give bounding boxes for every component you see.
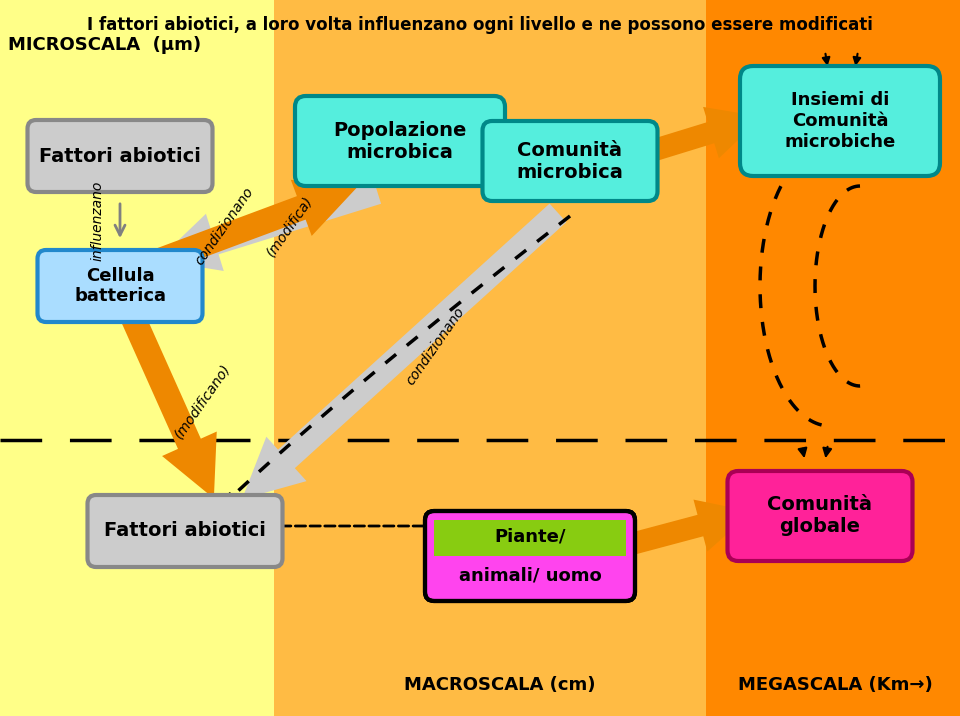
- Bar: [706, 0, 960, 716]
- Bar: [0, 0, 274, 716]
- Text: Comunità
microbica: Comunità microbica: [516, 140, 623, 181]
- FancyBboxPatch shape: [740, 66, 940, 176]
- Text: Popolazione
microbica: Popolazione microbica: [333, 120, 467, 162]
- Text: Fattori abiotici: Fattori abiotici: [104, 521, 266, 541]
- Text: Comunità
globale: Comunità globale: [767, 495, 873, 536]
- Text: (modificano): (modificano): [172, 361, 233, 441]
- FancyBboxPatch shape: [728, 471, 913, 561]
- FancyBboxPatch shape: [37, 250, 203, 322]
- Text: Fattori abiotici: Fattori abiotici: [39, 147, 201, 165]
- Text: (modifica): (modifica): [264, 193, 316, 258]
- Text: influenzano: influenzano: [91, 181, 105, 261]
- FancyBboxPatch shape: [87, 495, 282, 567]
- Text: I fattori abiotici, a loro volta influenzano ogni livello e ne possono essere mo: I fattori abiotici, a loro volta influen…: [87, 16, 873, 34]
- FancyBboxPatch shape: [295, 96, 505, 186]
- Bar: [434, 520, 626, 556]
- Text: animali/ uomo: animali/ uomo: [459, 567, 601, 585]
- FancyBboxPatch shape: [425, 511, 635, 601]
- Text: MEGASCALA (Km→): MEGASCALA (Km→): [737, 676, 932, 694]
- Bar: [274, 0, 706, 716]
- Text: condizionano: condizionano: [193, 185, 256, 268]
- FancyBboxPatch shape: [483, 121, 658, 201]
- Text: Piante/: Piante/: [494, 527, 565, 545]
- Text: MICROSCALA  (μm): MICROSCALA (μm): [8, 36, 202, 54]
- Text: Insiemi di
Comunità
microbiche: Insiemi di Comunità microbiche: [784, 91, 896, 151]
- Text: MACROSCALA (cm): MACROSCALA (cm): [404, 676, 596, 694]
- Text: Cellula
batterica: Cellula batterica: [74, 266, 166, 306]
- Text: condizionano: condizionano: [403, 304, 467, 387]
- FancyBboxPatch shape: [28, 120, 212, 192]
